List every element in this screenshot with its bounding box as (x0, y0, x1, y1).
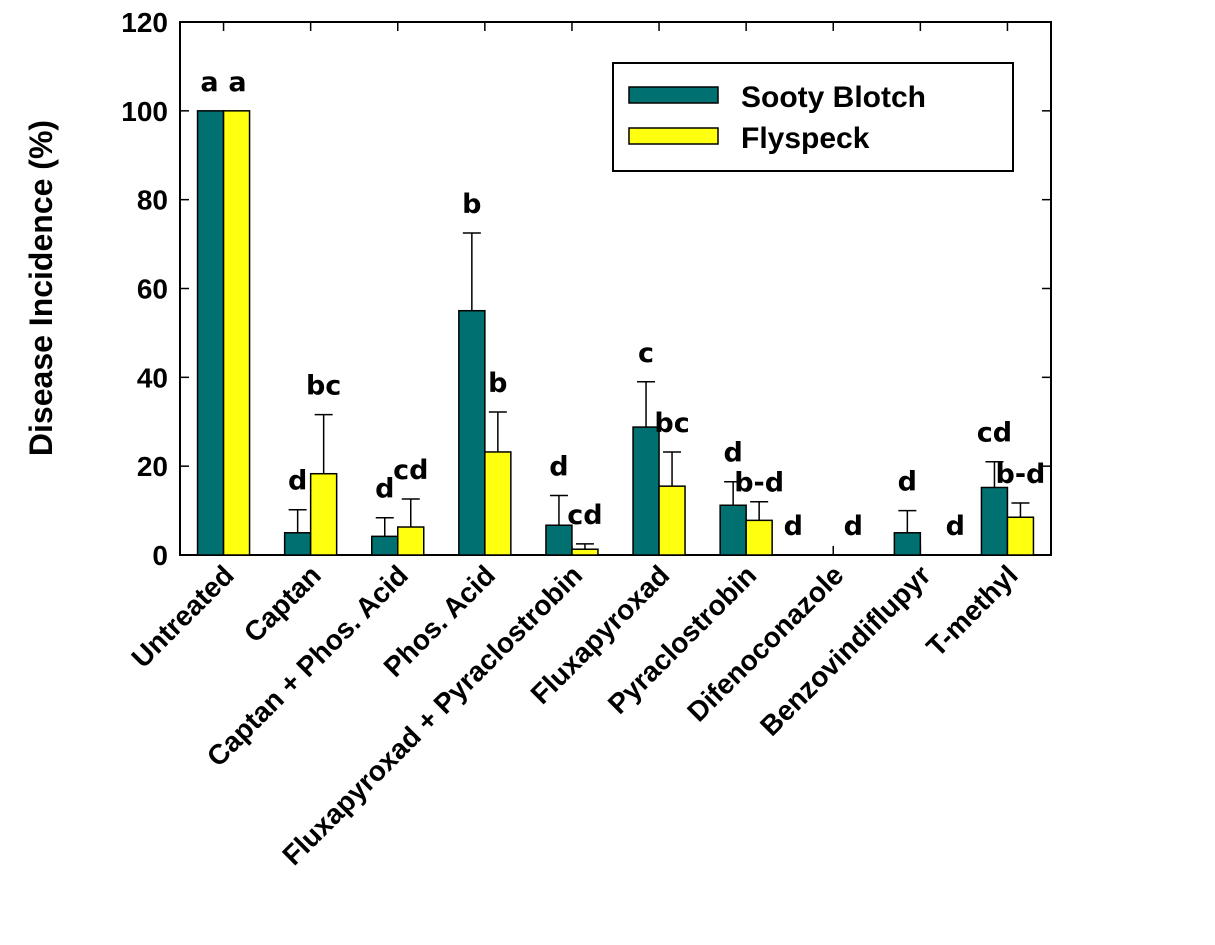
bar-sooty-blotch-9 (980, 486, 1009, 556)
letter-sooty-blotch-0: a (200, 67, 218, 98)
category-label-difenoconazole: Difenoconazole (681, 559, 849, 727)
legend-label-sooty-blotch: Sooty Blotch (741, 81, 926, 114)
category-label-benzovindiflupyr: Benzovindiflupyr (754, 559, 937, 742)
bar-sooty-blotch-3 (458, 309, 486, 556)
letter-flyspeck-8: d (946, 511, 965, 542)
bar-flyspeck-5 (658, 485, 686, 556)
category-label-t-methyl: T-methyl (920, 559, 1023, 662)
y-tick-label-5: 100 (121, 96, 168, 127)
bar-sooty-blotch-1 (283, 532, 312, 556)
bar-flyspeck-1 (309, 472, 338, 556)
y-tick-label-2: 40 (137, 362, 168, 393)
bar-sooty-blotch-2 (371, 535, 399, 556)
legend-box (612, 62, 1014, 172)
category-label-untreated: Untreated (125, 559, 239, 673)
bar-flyspeck-6 (745, 519, 773, 556)
letter-flyspeck-2: cd (393, 455, 428, 486)
letter-sooty-blotch-8: d (898, 467, 917, 498)
bar-flyspeck-3 (484, 451, 512, 556)
y-axis-title: Disease Incidence (%) (23, 120, 59, 456)
bar-sooty-blotch-5 (632, 426, 660, 556)
letter-flyspeck-4: cd (567, 500, 602, 531)
letter-sooty-blotch-4: d (549, 451, 568, 482)
y-tick-label-6: 120 (121, 7, 168, 38)
bar-sooty-blotch-0 (196, 110, 225, 556)
legend-swatch-sooty-blotch (628, 86, 719, 104)
bar-flyspeck-2 (397, 526, 425, 556)
bar-flyspeck-0 (222, 110, 251, 556)
letter-flyspeck-9: b-d (996, 459, 1046, 490)
letter-flyspeck-5: bc (654, 408, 689, 439)
letter-sooty-blotch-7: d (784, 511, 803, 542)
letter-flyspeck-3: b (488, 368, 507, 399)
letter-sooty-blotch-5: c (638, 338, 654, 369)
letter-flyspeck-0: a (228, 67, 246, 98)
legend: Sooty Blotch Flyspeck (612, 62, 1014, 172)
error-bars (288, 232, 1030, 550)
legend-label-flyspeck: Flyspeck (741, 122, 870, 155)
letter-sooty-blotch-9: cd (977, 418, 1012, 449)
y-axis: 0 20 40 60 80 100 120 (121, 7, 1051, 571)
letter-sooty-blotch-3: b (462, 189, 481, 220)
y-tick-label-1: 20 (137, 451, 168, 482)
legend-swatch-flyspeck (628, 127, 719, 145)
letter-sooty-blotch-6: d (723, 438, 742, 469)
letter-flyspeck-1: bc (306, 371, 341, 402)
bar-sooty-blotch-8 (893, 532, 922, 556)
y-tick-label-0: 0 (152, 540, 168, 571)
letter-sooty-blotch-1: d (288, 466, 307, 497)
letter-flyspeck-6: b-d (734, 468, 784, 499)
bar-flyspeck-9 (1006, 516, 1035, 556)
bar-flyspeck-4 (571, 548, 599, 556)
bar-sooty-blotch-4 (545, 524, 573, 556)
letter-flyspeck-7: d (844, 511, 863, 542)
bar-sooty-blotch-6 (719, 504, 747, 556)
letter-sooty-blotch-2: d (375, 474, 394, 505)
category-label-pyraclostrobin: Pyraclostrobin (602, 559, 763, 720)
category-label-captan: Captan (238, 559, 327, 648)
y-tick-label-3: 60 (137, 274, 168, 305)
y-tick-label-4: 80 (137, 185, 168, 216)
